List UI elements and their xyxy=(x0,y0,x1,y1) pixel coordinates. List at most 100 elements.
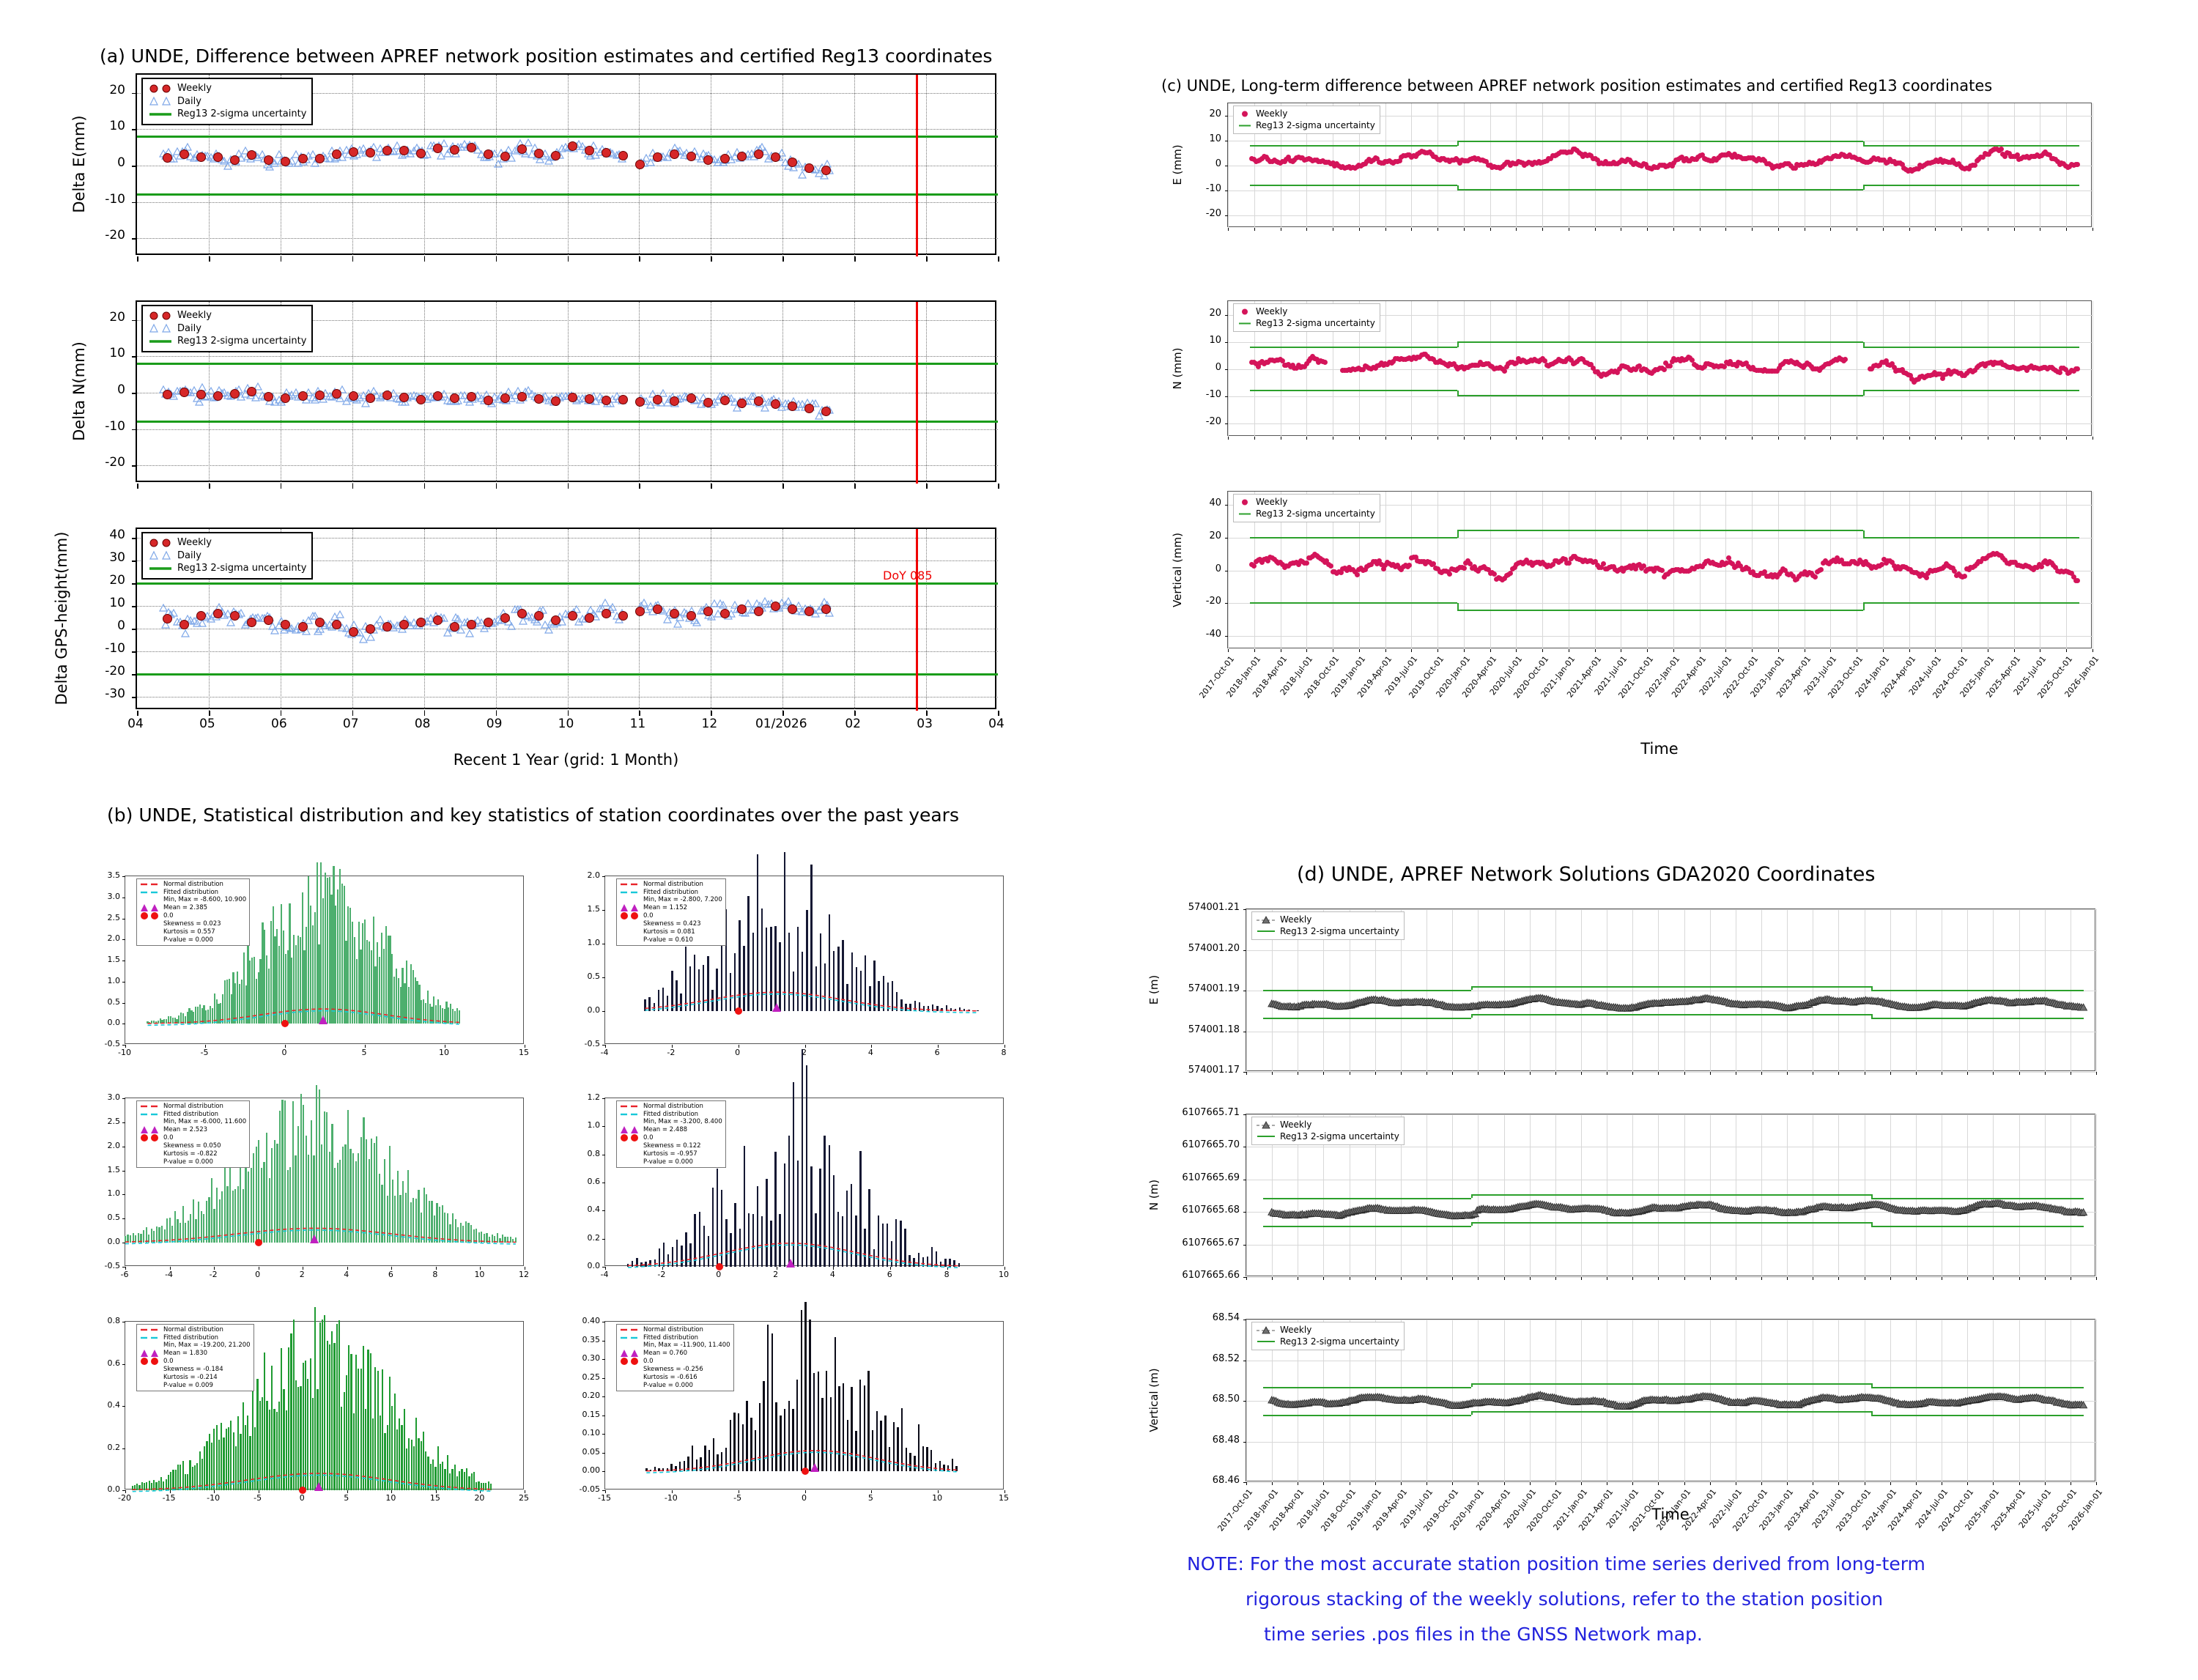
histogram-bar xyxy=(421,1000,423,1024)
xtick-mark xyxy=(662,1267,663,1270)
sigma-line-lower xyxy=(1863,602,2080,604)
xtick-mark xyxy=(833,1267,835,1270)
weekly-marker xyxy=(230,610,240,621)
histogram-bar xyxy=(863,1385,865,1472)
daily-marker xyxy=(511,604,520,613)
xtick-mark xyxy=(2092,437,2093,440)
daily-marker xyxy=(673,620,682,629)
ytick-mark xyxy=(122,1045,125,1046)
daily-marker xyxy=(409,391,418,399)
stats-text: Normal distribution xyxy=(163,1103,223,1110)
histogram-bar xyxy=(761,1216,763,1267)
histogram-bar xyxy=(344,1144,347,1243)
histogram-bar xyxy=(901,1408,903,1472)
daily-marker xyxy=(561,609,571,618)
histogram-bar xyxy=(247,1171,250,1243)
ytick-mark xyxy=(122,1122,125,1123)
xtick-mark xyxy=(1272,1277,1273,1280)
weekly-marker xyxy=(736,152,747,162)
stats-row-normal: Normal distribution xyxy=(620,1103,722,1111)
xtick-mark xyxy=(1323,1277,1325,1280)
weekly-marker xyxy=(213,608,223,618)
weekly-marker xyxy=(1457,160,1463,166)
xtick-mark xyxy=(1503,1482,1505,1485)
daily-marker xyxy=(586,151,596,160)
daily-marker xyxy=(240,620,250,629)
panel-b-ytick: 1.5 xyxy=(107,1164,121,1174)
daily-marker xyxy=(645,602,655,610)
panel-c-ytick: 40 xyxy=(1209,497,1221,508)
histogram-bar xyxy=(270,921,272,1024)
weekly-marker xyxy=(500,152,511,162)
weekly-marker xyxy=(736,604,747,614)
histogram-bar xyxy=(275,1412,278,1490)
panel-a-ytick: 0 xyxy=(117,618,125,634)
stats-text: P-value = 0.009 xyxy=(163,1381,213,1389)
histogram-bar xyxy=(905,1003,907,1011)
weekly-marker xyxy=(551,615,561,625)
panel-b-xtick: 0 xyxy=(281,1048,287,1057)
stats-text: Fitted distribution xyxy=(643,1110,699,1118)
histogram-bar xyxy=(865,955,867,1011)
histogram-bar xyxy=(922,1257,925,1267)
histogram-bar xyxy=(383,1158,386,1243)
panel-a-ytick: -20 xyxy=(105,455,125,470)
legend-label-sigma: Reg13 2-sigma uncertainty xyxy=(1256,317,1375,328)
stats-row-fitted: Fitted distribution xyxy=(140,889,246,897)
panel-c-ytick: 0 xyxy=(1215,158,1221,169)
gridline-v xyxy=(352,529,353,711)
sigma-line-icon xyxy=(148,337,173,346)
panel-a-ytick: 0 xyxy=(117,155,125,170)
panel-b-xtick: 0 xyxy=(299,1493,305,1503)
xtick-mark xyxy=(1935,649,1936,652)
xtick-mark xyxy=(1787,1072,1788,1075)
histogram-bar xyxy=(331,1124,333,1243)
panel-a-legend-0: Weekly Daily Reg13 2-sigma uncertainty xyxy=(141,78,314,125)
xtick-mark xyxy=(1882,649,1884,652)
xtick-mark xyxy=(1935,437,1936,440)
ytick-mark xyxy=(602,1452,605,1454)
histogram-bar xyxy=(886,1224,889,1267)
xtick-mark xyxy=(1478,1482,1479,1485)
gridline-v xyxy=(782,302,784,484)
histogram-bar xyxy=(281,903,283,1024)
stats-text: Mean = 1.830 xyxy=(163,1350,208,1358)
histogram-bar xyxy=(379,957,381,1024)
ytick-mark xyxy=(132,560,137,562)
weekly-marker xyxy=(618,610,629,621)
histogram-bar xyxy=(763,1381,765,1472)
distribution-curves xyxy=(645,991,978,1013)
panel-a-subplot-1 xyxy=(132,300,999,489)
xtick-mark xyxy=(352,256,354,262)
mean-marker xyxy=(771,1003,781,1012)
histogram-bar xyxy=(914,1456,916,1472)
histogram-bar xyxy=(487,1481,489,1490)
weekly-marker xyxy=(652,152,662,163)
panel-b-ytick: 2.0 xyxy=(587,870,601,880)
xtick-mark xyxy=(1246,1482,1247,1485)
histogram-bar xyxy=(140,1234,142,1243)
histogram-bar xyxy=(322,1319,324,1490)
histogram-bar xyxy=(421,1212,423,1243)
panel-a-ytick: 10 xyxy=(109,119,125,134)
histogram-bar xyxy=(416,981,418,1024)
histogram-bar xyxy=(395,969,398,1024)
histogram-bar xyxy=(309,1358,311,1490)
gridline-v xyxy=(2096,1320,2097,1482)
histogram-bar xyxy=(169,1217,171,1243)
panel-c-ytick: 20 xyxy=(1209,530,1221,541)
daily-marker xyxy=(361,399,371,407)
xtick-mark xyxy=(671,1045,673,1048)
ytick-mark xyxy=(132,429,137,431)
histogram-bar xyxy=(766,1178,768,1267)
gridline-v xyxy=(1411,301,1413,437)
sigma-line-lower xyxy=(137,673,998,676)
histogram-bar xyxy=(210,1177,213,1243)
daily-marker xyxy=(535,155,544,163)
histogram-bar xyxy=(232,972,234,1024)
histogram-bar xyxy=(382,1369,384,1490)
weekly-marker xyxy=(449,145,459,155)
panel-b-ytick: 0.8 xyxy=(587,1148,601,1158)
panel-d-legend-2: Weekly Reg13 2-sigma uncertainty xyxy=(1251,1322,1405,1351)
panel-a-xlabel: Recent 1 Year (grid: 1 Month) xyxy=(453,751,679,769)
